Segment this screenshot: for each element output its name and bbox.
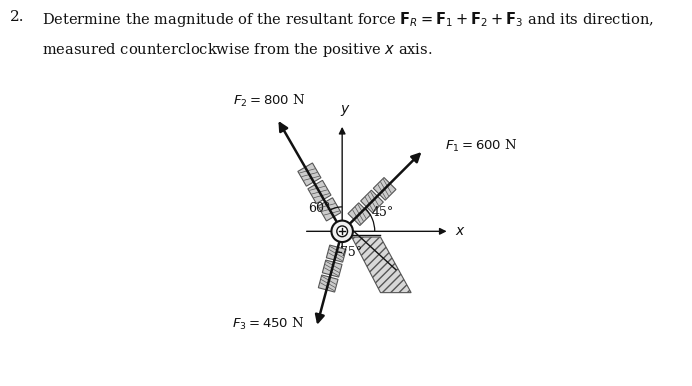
Polygon shape	[327, 245, 346, 262]
Text: 45°: 45°	[372, 206, 394, 219]
Polygon shape	[318, 198, 341, 221]
Polygon shape	[348, 203, 371, 225]
Text: $x$: $x$	[455, 224, 466, 238]
Text: Determine the magnitude of the resultant force $\mathbf{F}_R = \mathbf{F}_1 + \m: Determine the magnitude of the resultant…	[42, 10, 653, 29]
Polygon shape	[361, 190, 383, 213]
Circle shape	[331, 220, 353, 242]
Polygon shape	[318, 275, 338, 292]
Text: 2.: 2.	[10, 10, 25, 24]
Text: $F_1 = 600$ N: $F_1 = 600$ N	[444, 138, 517, 154]
Polygon shape	[352, 237, 411, 293]
Text: $F_2 = 800$ N: $F_2 = 800$ N	[233, 93, 306, 109]
Polygon shape	[298, 163, 321, 186]
Text: 75°: 75°	[340, 246, 363, 259]
Polygon shape	[322, 260, 342, 277]
Text: 60°: 60°	[308, 202, 331, 215]
Polygon shape	[308, 180, 331, 203]
Text: measured counterclockwise from the positive $x$ axis.: measured counterclockwise from the posit…	[42, 41, 432, 59]
Circle shape	[337, 226, 347, 237]
Text: $y$: $y$	[340, 103, 351, 118]
Text: $F_3 = 450$ N: $F_3 = 450$ N	[233, 316, 305, 332]
Polygon shape	[373, 178, 396, 200]
